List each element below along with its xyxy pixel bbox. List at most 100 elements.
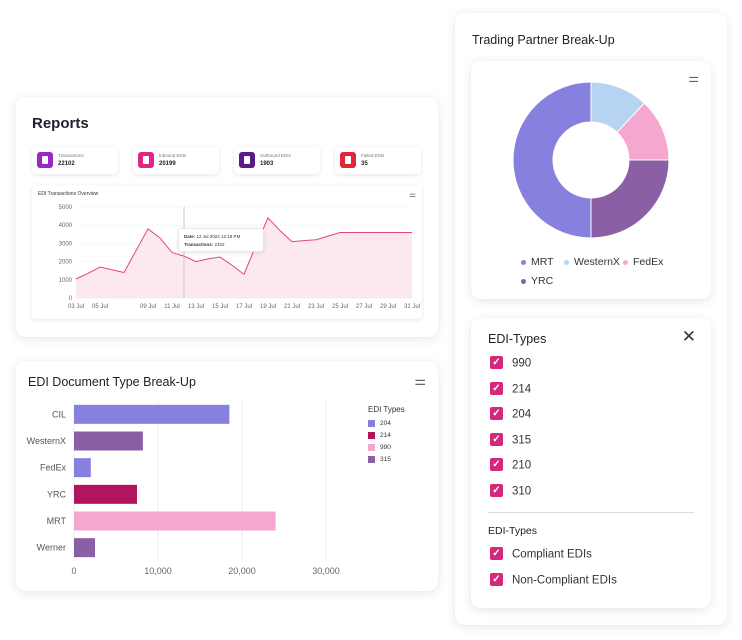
legend-label: 315	[380, 456, 391, 464]
y-tick-label: 4000	[59, 223, 73, 229]
checkbox-compliant[interactable]: ✓ Compliant EDIs	[490, 547, 592, 561]
tooltip-tx: 2322	[214, 242, 225, 247]
tooltip-date-label: Date:	[184, 234, 196, 239]
trading-partner-chart-card: ⚌ MRT WesternX FedEx YRC	[471, 61, 711, 299]
checkbox-label: Non-Compliant EDIs	[512, 574, 617, 587]
checkbox-non-compliant[interactable]: ✓ Non-Compliant EDIs	[490, 573, 617, 587]
sliders-icon[interactable]: ⚌	[688, 71, 699, 85]
legend-item: 990	[368, 444, 391, 451]
reports-title: Reports	[32, 115, 89, 132]
x-tick-label: 11 Jul	[164, 304, 180, 310]
close-icon[interactable]: ✕	[681, 327, 696, 346]
y-category-label: FedEx	[40, 463, 67, 473]
document-icon	[340, 152, 356, 168]
x-tick-label: 27 Jul	[356, 304, 372, 310]
y-tick-label: 2000	[59, 260, 73, 266]
checkbox-214[interactable]: ✓ 214	[490, 382, 532, 396]
donut-chart-svg	[512, 81, 670, 239]
checkbox-210[interactable]: ✓ 210	[490, 458, 531, 472]
donut-slice	[512, 81, 592, 239]
bar	[74, 484, 137, 504]
check-icon[interactable]: ✓	[490, 573, 503, 586]
y-tick-label: 3000	[59, 241, 73, 247]
reports-card: Reports Transactions 22102 Inbound EDIs …	[16, 97, 438, 337]
checkbox-310[interactable]: ✓ 310	[490, 484, 532, 498]
bar	[74, 511, 276, 531]
document-icon	[239, 152, 255, 168]
checkbox-label: 214	[512, 383, 532, 396]
x-tick-label: 05 Jul	[92, 304, 108, 310]
checkbox-label: 315	[512, 434, 532, 447]
donut-legend-item: YRC	[521, 275, 553, 287]
check-icon[interactable]: ✓	[490, 484, 503, 497]
legend-item: 315	[368, 456, 391, 463]
stat-outbound[interactable]: Outbound EDIs 1903	[234, 147, 320, 174]
y-category-label: CIL	[52, 409, 66, 419]
sliders-icon[interactable]: ⚌	[408, 190, 416, 199]
legend-dot	[521, 278, 526, 284]
stat-failed[interactable]: Failed EDIs 35	[335, 147, 421, 174]
x-tick-label: 21 Jul	[284, 304, 300, 310]
stat-label: Transactions	[58, 153, 84, 158]
checkbox-label: 990	[512, 357, 532, 370]
check-icon[interactable]: ✓	[490, 382, 503, 395]
edi-types-filter: EDI-Types ✕ ✓ 990 ✓ 214 ✓ 204 ✓ 315 ✓ 210 ✓ 31…	[471, 318, 711, 608]
divider	[488, 512, 694, 513]
legend-dot	[564, 259, 569, 265]
check-icon[interactable]: ✓	[490, 458, 503, 471]
bar	[74, 431, 143, 451]
stat-label: Failed EDIs	[361, 153, 385, 158]
filter-subtitle: EDI-Types	[488, 525, 538, 537]
check-icon[interactable]: ✓	[490, 356, 503, 369]
x-tick-label: 17 Jul	[236, 304, 252, 310]
y-category-label: YRC	[47, 489, 67, 499]
stat-value: 20199	[159, 161, 176, 167]
x-tick-label: 23 Jul	[308, 304, 324, 310]
checkbox-label: 310	[512, 485, 532, 498]
checkbox-label: 204	[512, 408, 532, 421]
stat-value: 35	[361, 161, 368, 167]
legend-label: WesternX	[574, 256, 620, 268]
check-icon[interactable]: ✓	[490, 547, 503, 560]
legend-title: EDI Types	[368, 405, 405, 414]
checkbox-315[interactable]: ✓ 315	[490, 433, 532, 447]
legend-label: FedEx	[633, 256, 664, 268]
legend-label: 214	[380, 432, 391, 440]
legend-item: 214	[368, 432, 391, 439]
donut-slice	[590, 159, 670, 239]
check-icon[interactable]: ✓	[490, 433, 503, 446]
legend-dot	[521, 259, 526, 265]
x-tick-label: 0	[71, 566, 76, 576]
y-tick-label: 5000	[59, 205, 73, 211]
sliders-icon[interactable]: ⚌	[414, 373, 426, 388]
stat-value: 1903	[260, 161, 274, 167]
donut-legend-item: FedEx	[623, 256, 663, 268]
chart-tooltip: Date: 12 Jul 2024 12:18 PM Transactions:…	[178, 228, 264, 252]
legend-dot	[623, 259, 628, 265]
legend-swatch	[368, 456, 375, 463]
stat-transactions[interactable]: Transactions 22102	[32, 147, 118, 174]
legend-label: 204	[380, 420, 391, 428]
stat-inbound[interactable]: Inbound EDIs 20199	[133, 147, 219, 174]
checkbox-label: Compliant EDIs	[512, 548, 592, 561]
bar	[74, 458, 91, 478]
x-tick-label: 29 Jul	[380, 304, 396, 310]
x-tick-label: 09 Jul	[140, 304, 156, 310]
x-tick-label: 19 Jul	[260, 304, 276, 310]
legend-label: 990	[380, 444, 391, 452]
x-tick-label: 31 Jul	[404, 304, 420, 310]
checkbox-204[interactable]: ✓ 204	[490, 407, 532, 421]
check-icon[interactable]: ✓	[490, 407, 503, 420]
tooltip-tx-label: Transactions:	[184, 242, 214, 247]
chart-title: EDI Transactions Overview	[38, 191, 99, 197]
trading-partner-title: Trading Partner Break-Up	[472, 33, 615, 47]
bar	[74, 404, 230, 424]
stat-label: Outbound EDIs	[260, 153, 291, 158]
checkbox-990[interactable]: ✓ 990	[490, 356, 532, 370]
legend-item: 204	[368, 420, 391, 427]
x-tick-label: 20,000	[228, 566, 256, 576]
doc-type-chart-svg: 0 10,000 20,000 30,000 CIL WesternX FedEx YRC MR…	[27, 401, 340, 576]
x-tick-label: 15 Jul	[212, 304, 228, 310]
donut-legend-item: WesternX	[564, 256, 620, 268]
doc-type-title: EDI Document Type Break-Up	[28, 375, 196, 389]
